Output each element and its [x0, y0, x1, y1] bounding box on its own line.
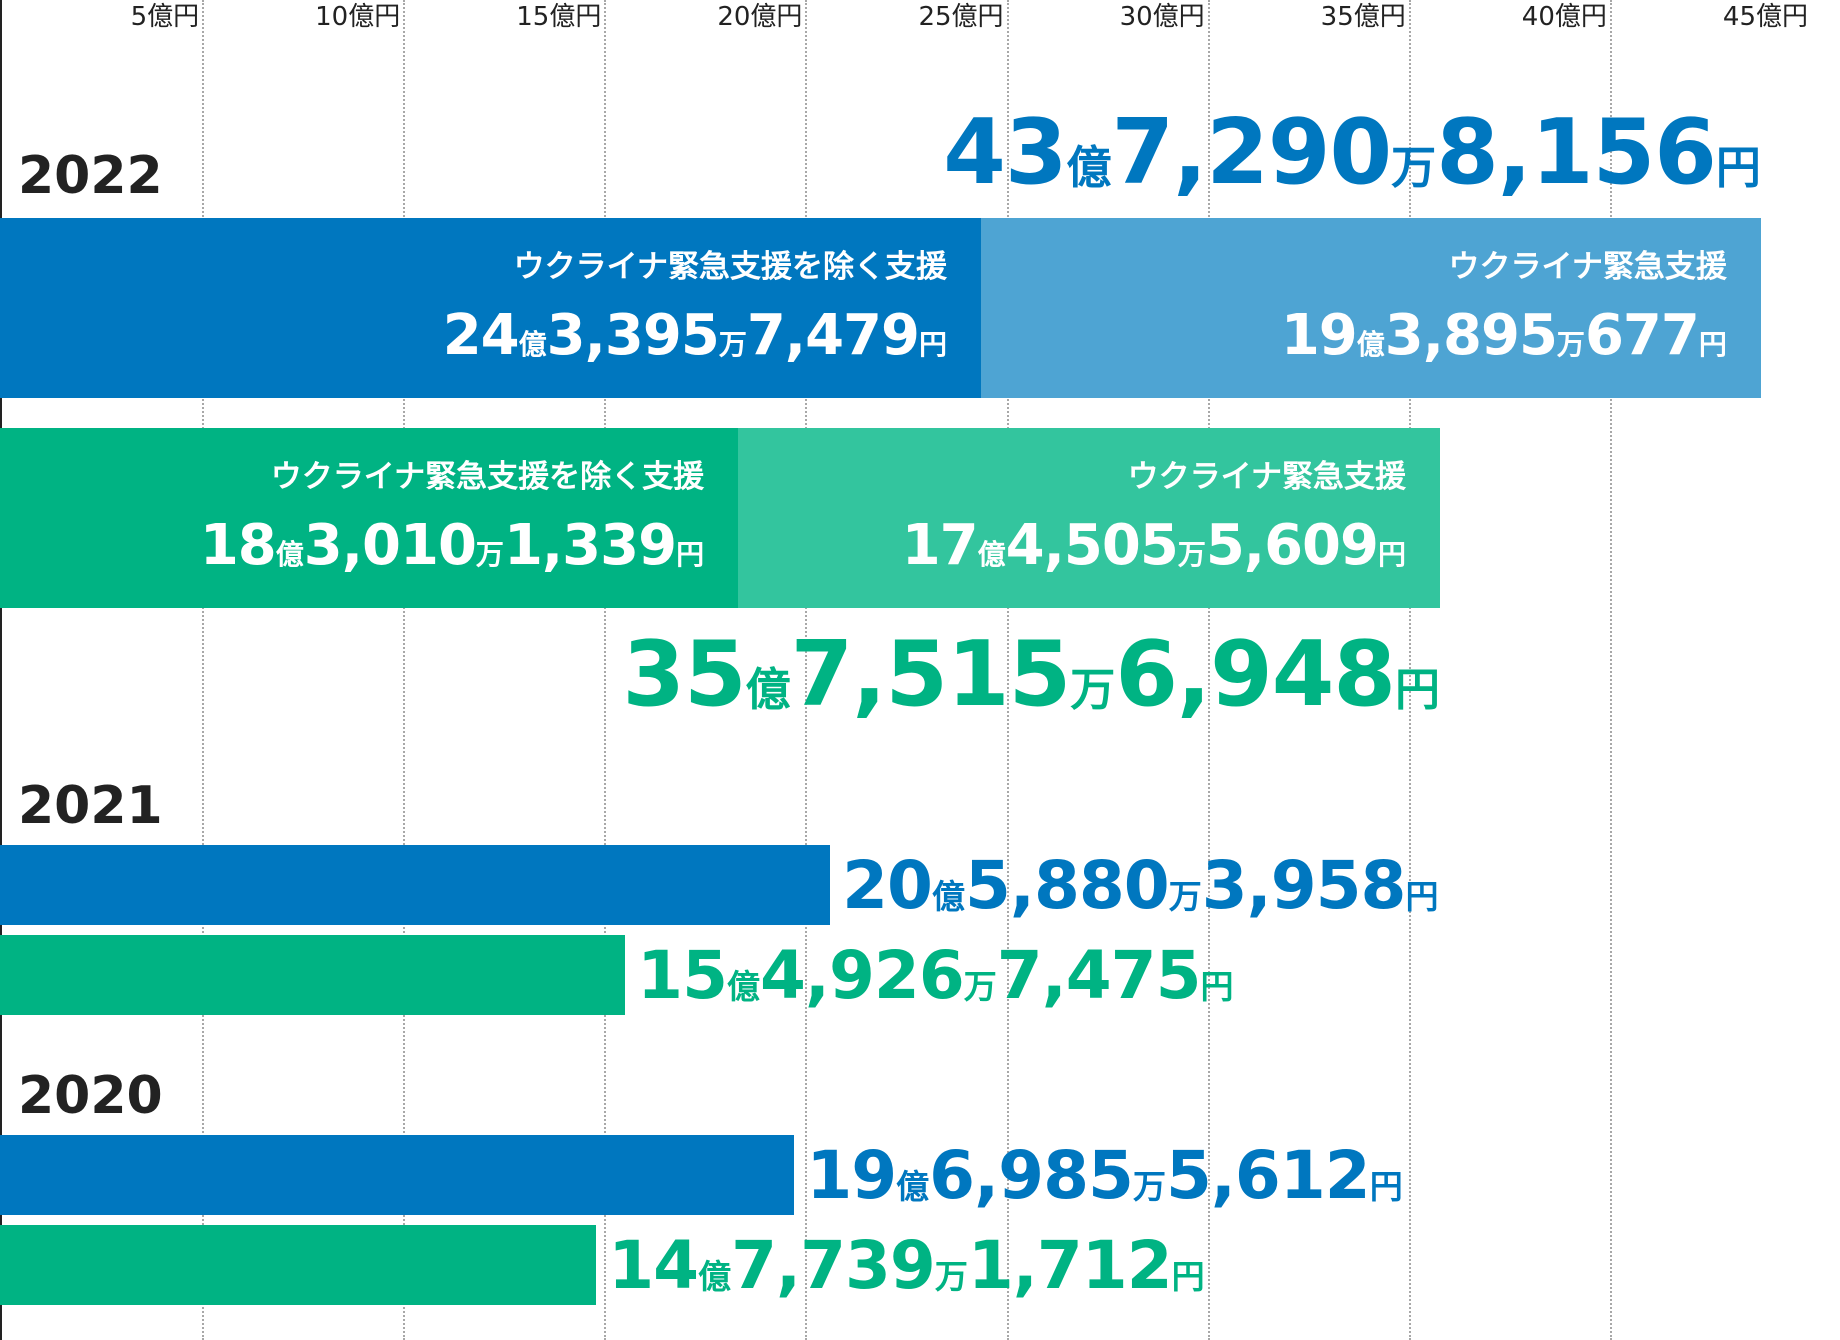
segment-amount: 19億3,895万677円 [1280, 303, 1727, 368]
x-tick-label: 25億円 [918, 2, 1004, 32]
bar-amount: 20億5,880万3,958円 [842, 847, 1439, 924]
gridline [805, 0, 808, 1340]
year-label: 2022 [18, 146, 163, 206]
total-amount: 35億7,515万6,948円 [622, 622, 1441, 727]
gridline [403, 0, 406, 1340]
bar-green [0, 935, 626, 1015]
bar-green [0, 1225, 597, 1305]
total-amount: 43億7,290万8,156円 [943, 100, 1761, 205]
bar-amount: 15億4,926万7,475円 [637, 937, 1234, 1014]
x-tick-label: 40億円 [1521, 2, 1607, 32]
bar-segment-emergency: ウクライナ緊急支援 17億4,505万5,609円 [738, 428, 1440, 608]
year-label: 2021 [18, 776, 163, 836]
y-axis-line [0, 0, 2, 1340]
gridline [202, 0, 205, 1340]
bar-amount: 14億7,739万1,712円 [608, 1227, 1205, 1304]
x-tick-label: 10億円 [315, 2, 401, 32]
segment-amount: 24億3,395万7,479円 [442, 303, 947, 368]
gridline [1006, 0, 1009, 1340]
gridline [1207, 0, 1210, 1340]
x-tick-label: 30億円 [1119, 2, 1205, 32]
segment-amount: 18億3,010万1,339円 [199, 513, 705, 578]
x-tick-label: 5億円 [130, 2, 200, 32]
x-tick-label: 20億円 [717, 2, 803, 32]
bar-segment-emergency: ウクライナ緊急支援 19億3,895万677円 [980, 218, 1761, 398]
gridline [604, 0, 607, 1340]
gridline [1609, 0, 1612, 1340]
year-label: 2020 [18, 1066, 163, 1126]
segment-name: ウクライナ緊急支援を除く支援 [513, 249, 947, 285]
bar-amount: 19億6,985万5,612円 [806, 1137, 1403, 1214]
x-tick-label: 45億円 [1722, 2, 1808, 32]
x-tick-label: 35億円 [1320, 2, 1406, 32]
gridline [1408, 0, 1411, 1340]
x-tick-label: 15億円 [516, 2, 602, 32]
bar-segment-excluding-emergency: ウクライナ緊急支援を除く支援 18億3,010万1,339円 [0, 428, 739, 608]
segment-amount: 17億4,505万5,609円 [901, 513, 1406, 578]
bar-blue [0, 1135, 795, 1215]
bar-segment-excluding-emergency: ウクライナ緊急支援を除く支援 24億3,395万7,479円 [0, 218, 981, 398]
segment-name: ウクライナ緊急支援を除く支援 [270, 459, 705, 495]
segment-name: ウクライナ緊急支援 [1448, 249, 1727, 285]
segment-name: ウクライナ緊急支援 [1127, 459, 1406, 495]
bar-blue [0, 845, 831, 925]
